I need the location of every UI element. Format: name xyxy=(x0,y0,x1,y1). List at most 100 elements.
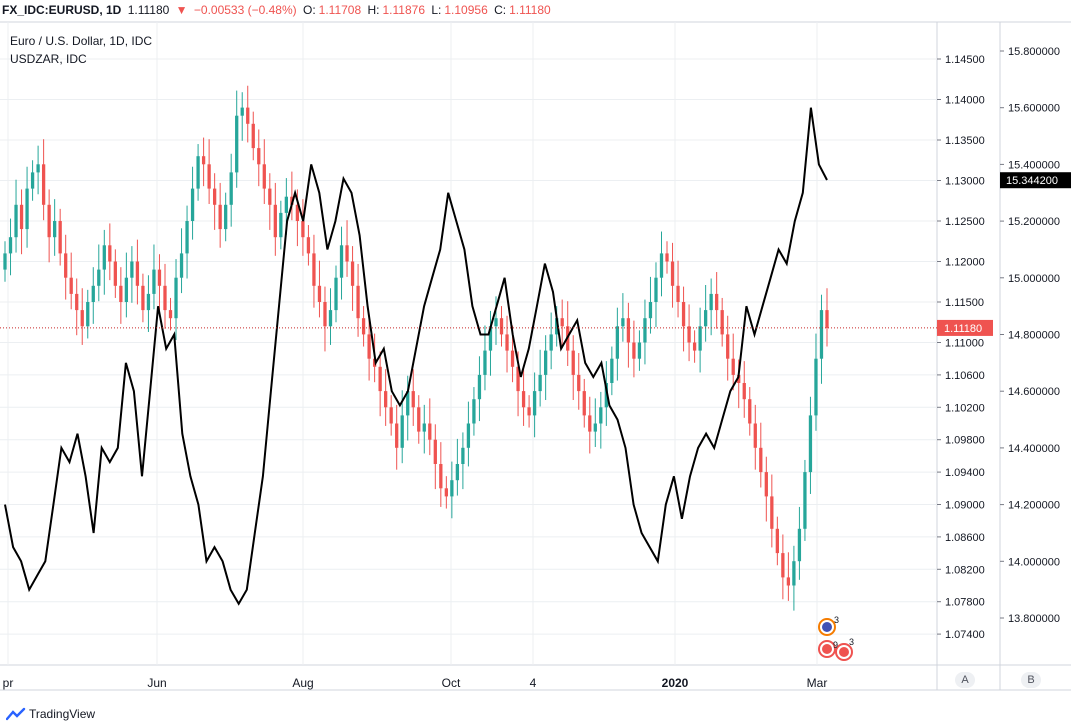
candle-body xyxy=(152,269,156,294)
candle-body xyxy=(328,310,333,327)
y-tick-label-usdzar: 14.200000 xyxy=(1008,500,1060,512)
candle-body xyxy=(86,302,90,327)
candle-body xyxy=(185,221,189,254)
candle-body xyxy=(521,391,526,408)
x-tick-label: Oct xyxy=(442,676,461,690)
candle-body xyxy=(516,366,520,392)
y-tick-label-usdzar: 14.400000 xyxy=(1008,443,1060,455)
candle-body xyxy=(240,107,244,116)
candle-body xyxy=(472,399,476,424)
y-tick-label-usdzar: 15.800000 xyxy=(1008,46,1060,58)
candle-body xyxy=(69,277,73,294)
y-tick-label-usdzar: 13.800000 xyxy=(1008,613,1060,625)
candle-body xyxy=(19,204,24,230)
x-tick-label: Jun xyxy=(147,676,166,690)
candle-body xyxy=(417,407,421,432)
high-label: H: xyxy=(367,3,380,17)
candle-body xyxy=(753,423,757,448)
x-tick-label: Mar xyxy=(807,676,828,690)
candle-body xyxy=(428,423,432,440)
y-tick-label-usdzar: 15.000000 xyxy=(1008,273,1060,285)
candle-body xyxy=(549,334,553,351)
candle-body xyxy=(345,245,349,262)
candle-body xyxy=(483,350,487,375)
tradingview-logo-icon[interactable] xyxy=(6,707,26,721)
candle-body xyxy=(8,237,13,254)
candle-body xyxy=(814,358,818,416)
usdzar-price-tag xyxy=(1000,172,1071,189)
last-price: 1.11180 xyxy=(127,3,170,17)
candle-body xyxy=(25,188,29,230)
candle-body xyxy=(770,496,774,529)
candle-body xyxy=(477,374,482,400)
candle-body xyxy=(803,472,807,529)
candle-body xyxy=(538,374,542,392)
candle-body xyxy=(621,318,625,327)
candle-body xyxy=(742,383,746,400)
candle-body xyxy=(339,245,344,278)
candle-body xyxy=(499,318,504,335)
y-tick-label-eurusd: 1.07800 xyxy=(945,597,985,609)
candle-body xyxy=(703,310,708,327)
candle-body xyxy=(218,204,222,230)
candle-body xyxy=(637,342,642,359)
y-tick-label-eurusd: 1.08200 xyxy=(945,564,985,576)
candle-body xyxy=(588,415,592,432)
candle-body xyxy=(748,399,752,424)
y-tick-label-usdzar: 15.200000 xyxy=(1008,216,1060,228)
candle-body xyxy=(681,302,686,327)
candle-body xyxy=(295,204,300,221)
auto-scale-button[interactable]: A xyxy=(955,672,975,688)
x-tick-label: 2020 xyxy=(662,676,689,690)
eu-event-count: 3 xyxy=(834,615,839,625)
candle-body xyxy=(174,277,178,319)
x-tick-label: pr xyxy=(3,676,14,690)
candle-body xyxy=(577,374,581,392)
candle-body xyxy=(494,318,498,327)
candle-body xyxy=(279,212,283,238)
candle-body xyxy=(792,561,796,586)
y-tick-label-eurusd: 1.13000 xyxy=(945,176,985,188)
candle-body xyxy=(179,253,184,278)
candle-body xyxy=(356,285,360,319)
down-arrow-icon: ▼ xyxy=(175,3,188,17)
y-tick-label-usdzar: 14.800000 xyxy=(1008,330,1060,342)
candle-body xyxy=(312,253,316,286)
candle-body xyxy=(108,245,112,262)
candle-body xyxy=(30,172,35,189)
candle-body xyxy=(797,528,802,562)
y-tick-label-usdzar: 14.000000 xyxy=(1008,556,1060,568)
y-tick-label-eurusd: 1.10200 xyxy=(945,402,985,414)
candle-body xyxy=(599,407,603,424)
tradingview-brand[interactable]: TradingView xyxy=(29,707,96,721)
candle-body xyxy=(284,196,288,213)
y-tick-label-eurusd: 1.12000 xyxy=(945,257,985,269)
symbol-name[interactable]: FX_IDC:EURUSD, 1D xyxy=(2,3,122,17)
candle-body xyxy=(301,221,305,238)
candle-body xyxy=(251,123,255,149)
scale-b-button[interactable]: B xyxy=(1021,672,1041,688)
candle-body xyxy=(141,285,145,311)
candle-body xyxy=(268,188,272,205)
candle-body xyxy=(560,318,564,327)
candle-body xyxy=(692,342,697,351)
candle-body xyxy=(378,366,382,392)
compare-series-legend[interactable]: USDZAR, IDC xyxy=(10,52,87,66)
candle-body xyxy=(389,407,393,424)
main-series-legend[interactable]: Euro / U.S. Dollar, 1D, IDC xyxy=(10,34,153,48)
eu-event-marker-flag-icon xyxy=(822,622,832,632)
x-tick-label: Aug xyxy=(292,676,313,690)
candle-body xyxy=(102,245,106,270)
candle-body xyxy=(395,423,399,448)
candle-body xyxy=(406,391,410,416)
candle-body xyxy=(819,310,824,359)
plot-background xyxy=(0,22,1071,665)
candle-body xyxy=(80,310,84,327)
candle-body xyxy=(163,285,167,311)
candle-body xyxy=(648,302,653,319)
candle-body xyxy=(455,464,460,481)
y-tick-label-eurusd: 1.09800 xyxy=(945,435,985,447)
candle-body xyxy=(532,391,537,416)
candle-body xyxy=(698,326,702,351)
